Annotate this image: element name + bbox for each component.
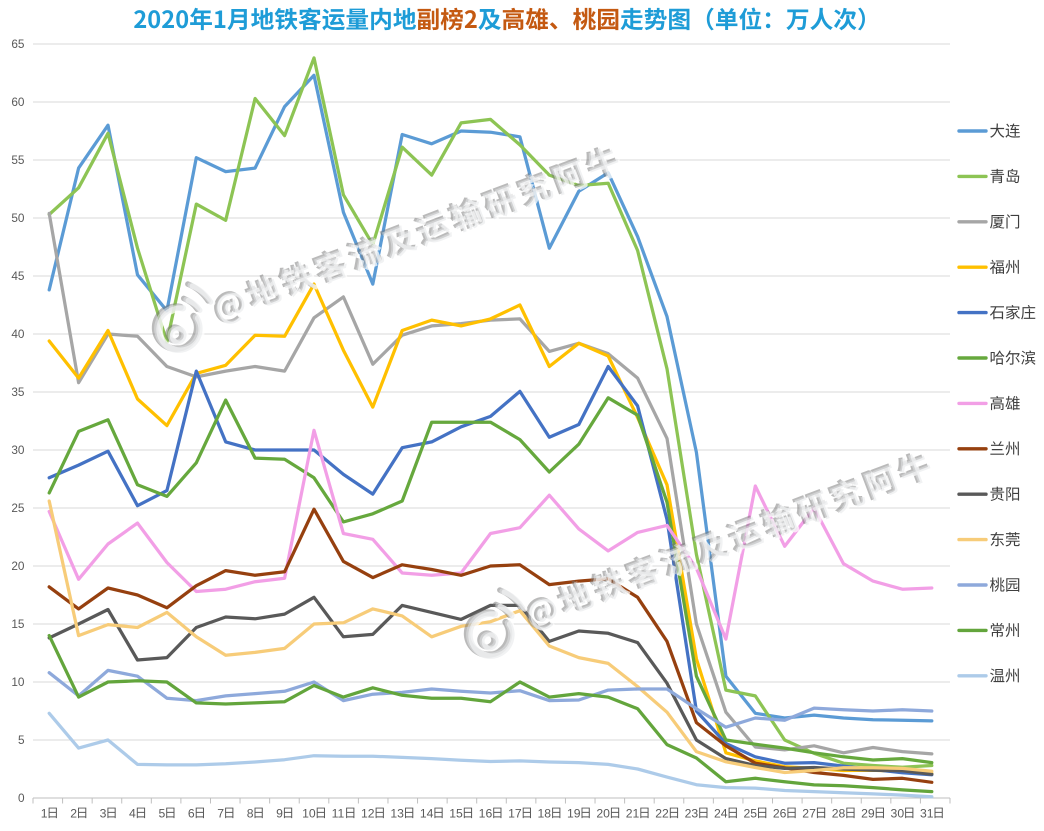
svg-text:18: 18 [538, 806, 552, 820]
svg-text:11: 11 [332, 806, 345, 820]
svg-text:28: 28 [832, 806, 846, 820]
svg-text:26: 26 [773, 806, 787, 820]
svg-text:20: 20 [596, 806, 610, 820]
svg-text:29: 29 [861, 806, 875, 820]
svg-text:9: 9 [276, 806, 283, 820]
svg-text:7: 7 [217, 806, 224, 820]
svg-text:35: 35 [11, 385, 25, 399]
svg-text:15: 15 [11, 617, 25, 631]
svg-text:65: 65 [11, 37, 25, 51]
svg-text:50: 50 [11, 211, 25, 225]
svg-text:15: 15 [449, 806, 463, 820]
svg-text:6: 6 [188, 806, 195, 820]
svg-text:60: 60 [11, 95, 25, 109]
svg-text:25: 25 [11, 501, 25, 515]
svg-text:14: 14 [420, 806, 434, 820]
svg-text:55: 55 [11, 153, 25, 167]
svg-text:4: 4 [129, 806, 136, 820]
svg-text:5: 5 [18, 733, 25, 747]
svg-text:25: 25 [743, 806, 757, 820]
svg-text:3: 3 [100, 806, 107, 820]
svg-text:21: 21 [626, 806, 640, 820]
svg-text:24: 24 [714, 806, 728, 820]
svg-text:5: 5 [158, 806, 165, 820]
svg-text:20: 20 [11, 559, 25, 573]
svg-text:40: 40 [11, 327, 25, 341]
svg-text:30: 30 [891, 806, 905, 820]
svg-text:19: 19 [567, 806, 581, 820]
svg-text:45: 45 [11, 269, 25, 283]
svg-text:16: 16 [479, 806, 493, 820]
svg-text:0: 0 [18, 791, 25, 805]
svg-text:10: 10 [11, 675, 25, 689]
svg-text:1: 1 [41, 806, 48, 820]
svg-text:2: 2 [70, 806, 77, 820]
svg-text:31: 31 [920, 806, 934, 820]
svg-text:22: 22 [655, 806, 669, 820]
svg-text:12: 12 [361, 806, 375, 820]
svg-text:13: 13 [390, 806, 404, 820]
svg-text:10: 10 [302, 806, 316, 820]
svg-text:17: 17 [508, 806, 522, 820]
svg-text:27: 27 [802, 806, 816, 820]
svg-text:23: 23 [685, 806, 699, 820]
svg-text:30: 30 [11, 443, 25, 457]
svg-text:8: 8 [247, 806, 254, 820]
